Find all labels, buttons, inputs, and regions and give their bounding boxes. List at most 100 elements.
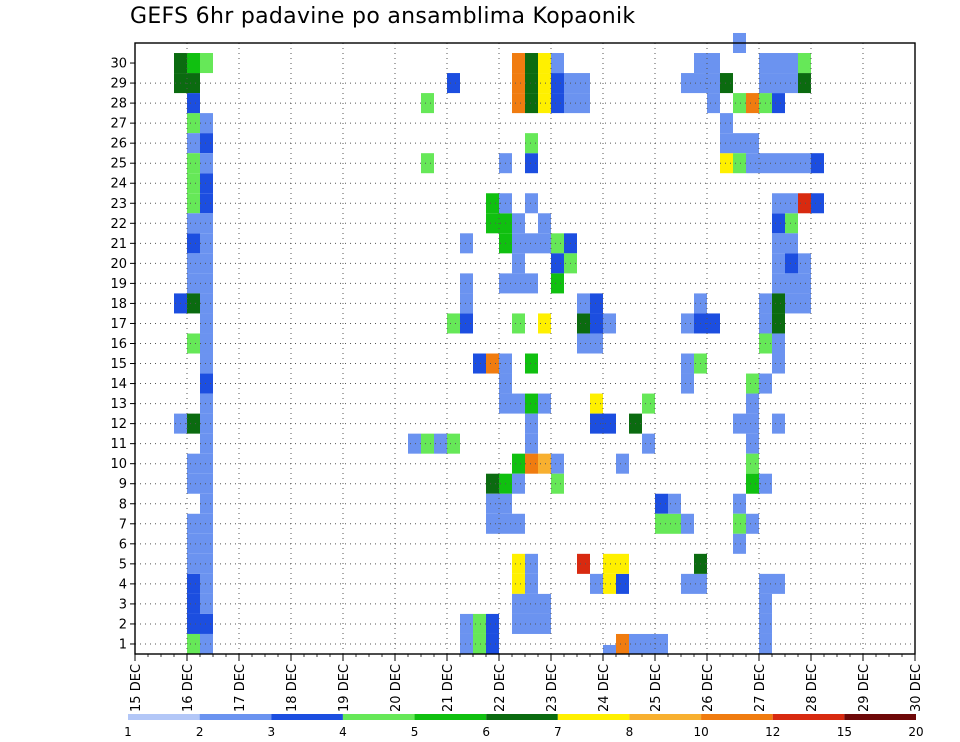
heatmap-cell xyxy=(200,373,213,394)
heatmap-cell xyxy=(200,553,213,574)
y-tick-label: 24 xyxy=(110,177,127,192)
heatmap-cell xyxy=(746,93,759,114)
heatmap-cell xyxy=(798,153,811,174)
heatmap-cell xyxy=(421,93,434,114)
heatmap-cell xyxy=(733,93,746,114)
heatmap-cell xyxy=(772,413,785,434)
heatmap-cell xyxy=(733,493,746,514)
heatmap-cell xyxy=(525,393,538,414)
heatmap-cell xyxy=(200,193,213,214)
heatmap-cell xyxy=(187,293,200,314)
y-tick-label: 1 xyxy=(119,637,127,652)
heatmap-cell xyxy=(733,153,746,174)
heatmap-cell xyxy=(187,633,200,654)
heatmap-cell xyxy=(187,333,200,354)
x-tick-label: 18 DEC xyxy=(285,664,300,712)
heatmap-cell xyxy=(486,513,499,534)
heatmap-cell xyxy=(460,233,473,254)
x-tick-label: 22 DEC xyxy=(493,664,508,712)
heatmap-cell xyxy=(486,213,499,234)
colorbar-label: 8 xyxy=(626,725,634,739)
y-tick-label: 14 xyxy=(110,377,127,392)
heatmap-cell xyxy=(486,493,499,514)
y-tick-label: 10 xyxy=(110,457,127,472)
heatmap-cell xyxy=(746,433,759,454)
colorbar-label: 1 xyxy=(124,725,132,739)
heatmap-cell xyxy=(421,433,434,454)
x-tick-label: 23 DEC xyxy=(545,664,560,712)
heatmap-cell xyxy=(408,433,421,454)
y-tick-label: 15 xyxy=(110,357,127,372)
colorbar-swatch xyxy=(701,714,773,720)
colorbar-label: 15 xyxy=(837,725,852,739)
heatmap-cell xyxy=(733,413,746,434)
heatmap-cell xyxy=(577,553,590,574)
heatmap-cell xyxy=(655,493,668,514)
heatmap-cell xyxy=(616,553,629,574)
heatmap-cell xyxy=(538,233,551,254)
heatmap-cell xyxy=(772,313,785,334)
heatmap-cell xyxy=(486,473,499,494)
y-tick-label: 12 xyxy=(110,417,127,432)
heatmap-cell xyxy=(187,253,200,274)
heatmap-cell xyxy=(460,633,473,654)
heatmap-cell xyxy=(551,253,564,274)
heatmap-cell xyxy=(551,93,564,114)
heatmap-cell xyxy=(200,613,213,634)
y-tick-label: 29 xyxy=(110,77,127,92)
heatmap-cell xyxy=(785,213,798,234)
colorbar-label: 4 xyxy=(339,725,347,739)
colorbar-swatch xyxy=(271,714,343,720)
heatmap-cell xyxy=(772,293,785,314)
y-tick-label: 21 xyxy=(110,237,127,252)
heatmap-cell xyxy=(525,153,538,174)
heatmap-cell xyxy=(746,513,759,534)
colorbar-label: 20 xyxy=(908,725,923,739)
heatmap-cell xyxy=(746,153,759,174)
colorbar-swatch xyxy=(199,714,272,720)
heatmap-cell xyxy=(512,553,525,574)
heatmap-cell xyxy=(486,613,499,634)
y-tick-label: 17 xyxy=(110,317,127,332)
heatmap-cell xyxy=(187,453,200,474)
heatmap-cell xyxy=(200,433,213,454)
y-tick-label: 16 xyxy=(110,337,127,352)
heatmap-cell xyxy=(772,53,785,74)
heatmap-cell xyxy=(187,233,200,254)
heatmap-cell xyxy=(785,73,798,94)
heatmap-cell xyxy=(512,613,525,634)
heatmap-cell xyxy=(681,513,694,534)
heatmap-cell xyxy=(655,633,668,654)
y-tick-label: 22 xyxy=(110,217,127,232)
heatmap-cell xyxy=(551,453,564,474)
x-tick-label: 15 DEC xyxy=(129,664,144,712)
heatmap-cell xyxy=(187,173,200,194)
y-tick-label: 11 xyxy=(110,437,127,452)
heatmap-cell xyxy=(785,153,798,174)
heatmap-cell xyxy=(525,273,538,294)
heatmap-cell xyxy=(187,413,200,434)
x-tick-label: 16 DEC xyxy=(181,664,196,712)
heatmap-cell xyxy=(733,133,746,154)
heatmap-cell xyxy=(525,593,538,614)
heatmap-cell xyxy=(200,173,213,194)
y-tick-label: 13 xyxy=(110,397,127,412)
heatmap-cell xyxy=(590,293,603,314)
heatmap-cell xyxy=(525,413,538,434)
heatmap-cell xyxy=(525,233,538,254)
heatmap-cell xyxy=(590,313,603,334)
heatmap-cell xyxy=(187,113,200,134)
heatmap-cell xyxy=(551,233,564,254)
y-tick-label: 18 xyxy=(110,297,127,312)
heatmap-cell xyxy=(460,273,473,294)
heatmap-cell xyxy=(538,53,551,74)
heatmap-cell xyxy=(629,644,642,654)
heatmap-cell xyxy=(785,273,798,294)
heatmap-cell xyxy=(603,413,616,434)
heatmap-cell xyxy=(798,293,811,314)
heatmap-cell xyxy=(551,473,564,494)
heatmap-cell xyxy=(200,533,213,554)
heatmap-cell xyxy=(525,93,538,114)
heatmap-cell xyxy=(512,73,525,94)
